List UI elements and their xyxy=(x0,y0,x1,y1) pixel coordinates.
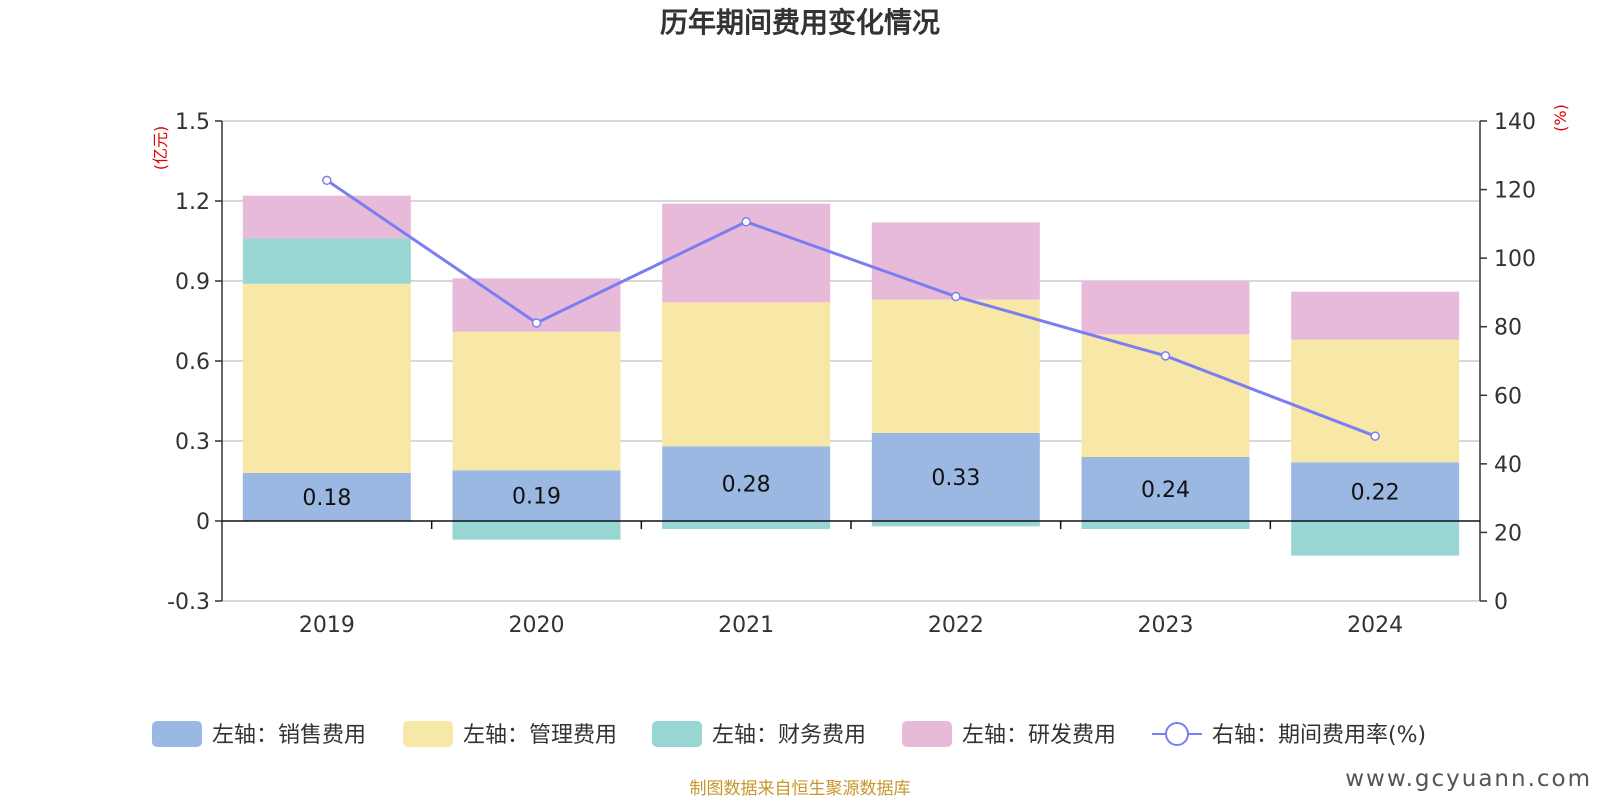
rate-line-series xyxy=(322,175,1380,441)
data-label: 0.22 xyxy=(1351,481,1400,506)
left-tick-label: 0.3 xyxy=(175,430,210,455)
left-axis-unit: (亿元) xyxy=(151,126,170,171)
data-label: 0.28 xyxy=(722,473,771,498)
data-label: 0.18 xyxy=(302,486,351,511)
category-label: 2023 xyxy=(1138,613,1194,638)
bar-segment xyxy=(452,470,621,521)
legend-item[interactable]: 左轴：管理费用 xyxy=(403,721,617,748)
right-tick-label: 80 xyxy=(1494,316,1522,341)
right-tick-label: 20 xyxy=(1494,521,1522,546)
bar-segment xyxy=(1291,291,1460,340)
left-tick-label: 0.6 xyxy=(175,350,210,375)
legend-label: 左轴：财务费用 xyxy=(712,723,866,748)
rate-point xyxy=(1160,351,1171,361)
bar-segment xyxy=(1291,462,1460,521)
rate-line xyxy=(325,179,1376,438)
legend-item[interactable]: 左轴：研发费用 xyxy=(902,721,1116,748)
bar-segment xyxy=(1081,457,1250,521)
bar-segment xyxy=(242,473,411,521)
grid xyxy=(222,120,1480,602)
bar-segment xyxy=(1291,339,1460,463)
bar-segment xyxy=(242,283,411,473)
rate-point xyxy=(1370,431,1380,441)
bar-segment xyxy=(871,433,1040,521)
data-label: 0.19 xyxy=(512,485,561,510)
rate-point xyxy=(741,217,751,227)
legend: 左轴：销售费用 左轴：管理费用 左轴：财务费用 左轴：研发费用 右轴：期间费用率(%) xyxy=(152,721,1426,748)
bars xyxy=(242,195,1460,556)
legend-item[interactable]: 左轴：财务费用 xyxy=(652,721,866,748)
bar-segment xyxy=(871,299,1040,433)
category-label: 2022 xyxy=(928,613,984,638)
legend-item[interactable]: 左轴：销售费用 xyxy=(152,721,366,748)
legend-swatch xyxy=(652,721,702,747)
data-label: 0.33 xyxy=(931,466,980,491)
category-label: 2021 xyxy=(718,613,774,638)
right-tick-label: 120 xyxy=(1494,179,1536,204)
bar-segment xyxy=(871,222,1040,300)
legend-item[interactable]: 右轴：期间费用率(%) xyxy=(1152,722,1426,748)
axes: -0.3 0 0.3 0.6 0.9 1.2 1.5 0 20 40 60 80 100 120 140 20… xyxy=(167,110,1536,638)
rate-point xyxy=(951,291,961,302)
source-note: 制图数据来自恒生聚源数据库 xyxy=(690,779,911,799)
bar-segment xyxy=(662,302,831,447)
right-tick-label: 0 xyxy=(1494,590,1508,615)
legend-label: 左轴：管理费用 xyxy=(463,723,617,748)
right-tick-label: 60 xyxy=(1494,384,1522,409)
legend-marker xyxy=(1165,722,1189,746)
right-axis-unit: (%) xyxy=(1551,104,1570,132)
legend-swatch xyxy=(902,721,952,747)
right-tick-label: 140 xyxy=(1494,110,1536,135)
bar-segment xyxy=(662,446,831,521)
bar-segment xyxy=(242,238,411,284)
bar-segment xyxy=(452,521,621,540)
right-tick-label: 40 xyxy=(1494,453,1522,478)
left-tick-label: 1.5 xyxy=(175,110,210,135)
legend-label: 左轴：研发费用 xyxy=(962,723,1116,748)
data-labels: 0.18 0.19 0.28 0.33 0.24 0.22 xyxy=(302,466,1399,511)
rate-point xyxy=(322,175,332,186)
bar-segment xyxy=(242,195,411,239)
bar-segment xyxy=(871,521,1040,527)
chart-title: 历年期间费用变化情况 xyxy=(660,6,940,39)
bar-segment xyxy=(1081,281,1250,335)
data-label: 0.24 xyxy=(1141,478,1190,503)
legend-label: 左轴：销售费用 xyxy=(212,723,366,748)
right-tick-label: 100 xyxy=(1494,247,1536,272)
left-tick-label: 1.2 xyxy=(175,190,210,215)
bar-segment xyxy=(1081,521,1250,529)
left-tick-label: 0 xyxy=(196,510,210,535)
watermark: www.gcyuann.com xyxy=(1345,766,1592,792)
bar-segment xyxy=(452,331,621,471)
left-tick-label: -0.3 xyxy=(167,590,210,615)
bar-segment xyxy=(662,521,831,529)
category-label: 2019 xyxy=(299,613,355,638)
left-tick-label: 0.9 xyxy=(175,270,210,295)
rate-point xyxy=(531,318,542,328)
legend-swatch xyxy=(152,721,202,747)
bar-segment xyxy=(1291,521,1460,556)
legend-swatch xyxy=(403,721,453,747)
category-label: 2020 xyxy=(509,613,565,638)
category-label: 2024 xyxy=(1347,613,1403,638)
legend-label: 右轴：期间费用率(%) xyxy=(1212,723,1426,748)
